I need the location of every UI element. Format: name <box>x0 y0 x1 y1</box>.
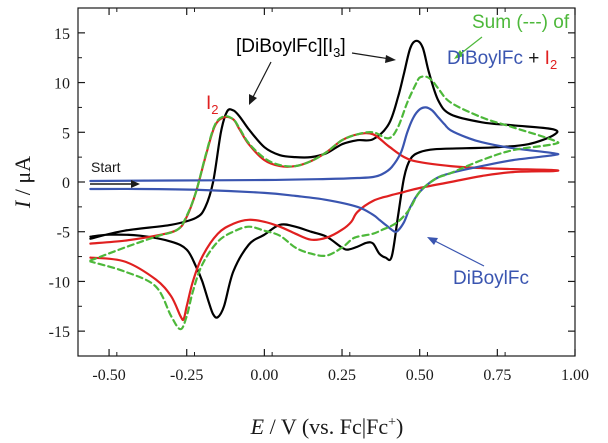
start-label: Start <box>91 159 121 175</box>
y-tick-label: 15 <box>54 26 70 43</box>
sum-arrow <box>458 36 483 56</box>
x-tick-label: -0.25 <box>170 367 203 384</box>
complex-arrow-left-head <box>249 94 257 105</box>
sum-label-line1: Sum (---) of <box>472 12 570 33</box>
series-line-complex <box>89 39 559 319</box>
y-tick-label: -5 <box>57 225 70 242</box>
x-tick-label: 0.00 <box>250 367 278 384</box>
x-tick-label: 0.25 <box>328 367 356 384</box>
x-tick-label: 1.00 <box>561 367 589 384</box>
series-line-sum <box>89 75 560 331</box>
y-tick-label: 5 <box>62 125 70 142</box>
complex-arrow-right-head <box>385 55 396 63</box>
x-tick-label: 0.75 <box>483 367 511 384</box>
sum-arrow-head <box>454 50 464 59</box>
complex-arrow-left <box>251 61 272 100</box>
iodine-label: I2 <box>206 93 219 117</box>
diboyl-label: DiBoylFc <box>453 268 529 289</box>
complex-arrow-right <box>351 52 391 60</box>
y-tick-label: -10 <box>49 274 70 291</box>
data-series <box>89 39 560 331</box>
x-tick-label: -0.50 <box>92 367 125 384</box>
series-line-iodine <box>89 115 560 322</box>
y-tick-label: 0 <box>62 175 70 192</box>
axis-ticks <box>78 7 576 357</box>
y-axis-title: I / μA <box>10 156 35 209</box>
series-line-diboyl <box>89 106 560 234</box>
y-tick-label: 10 <box>54 76 70 93</box>
tick-labels: -0.50 -0.25 0.00 0.25 0.50 0.75 1.00 -15 -10 -5 0 5… <box>49 26 589 384</box>
sum-label-line2: DiBoylFc + I2 <box>447 48 557 72</box>
diboyl-arrow <box>432 239 485 267</box>
start-arrow-head <box>131 180 140 188</box>
diboyl-arrow-head <box>427 237 438 245</box>
complex-label: [DiBoylFc][I3] <box>236 36 346 60</box>
x-axis-title: E / V (vs. Fc|Fc+) <box>250 414 404 439</box>
y-tick-label: -15 <box>49 324 70 341</box>
x-tick-label: 0.50 <box>406 367 434 384</box>
